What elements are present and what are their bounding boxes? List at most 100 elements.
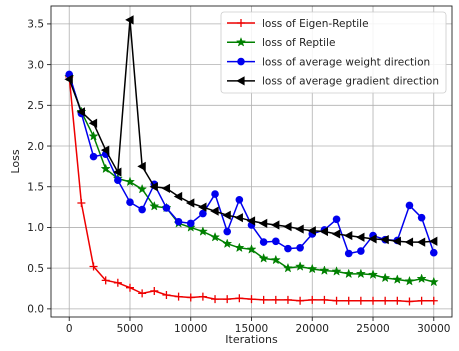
data-point xyxy=(235,36,247,47)
data-point xyxy=(88,118,98,128)
data-point xyxy=(380,235,389,245)
data-point xyxy=(296,296,305,305)
data-point xyxy=(331,266,342,276)
data-point xyxy=(149,200,160,211)
series-star xyxy=(64,71,439,287)
data-point xyxy=(223,295,232,304)
data-point xyxy=(209,231,221,242)
data-point xyxy=(211,190,219,198)
data-point xyxy=(295,261,306,271)
y-axis-label: Loss xyxy=(9,149,22,173)
x-tick-label: 30000 xyxy=(417,323,450,335)
data-point xyxy=(149,182,158,192)
legend: loss of Eigen-Reptile loss of Reptile loss… xyxy=(220,11,447,94)
data-point xyxy=(429,248,438,257)
data-point xyxy=(307,226,316,236)
data-point xyxy=(88,130,99,141)
legend-box xyxy=(220,11,447,94)
data-point xyxy=(100,145,110,155)
data-point xyxy=(295,224,304,234)
data-point xyxy=(343,230,353,241)
y-axis-ticks: 0.0 0.5 1.0 1.5 2.0 2.5 3.0 3.5 xyxy=(27,19,51,316)
data-point xyxy=(429,296,438,305)
data-point xyxy=(89,262,98,271)
data-point xyxy=(113,278,122,287)
x-tick-label: 5000 xyxy=(117,323,144,335)
data-point xyxy=(174,292,183,301)
data-point xyxy=(137,161,146,171)
data-point xyxy=(235,195,244,204)
y-tick-label: 2.0 xyxy=(27,141,44,153)
data-point xyxy=(186,293,195,302)
data-point xyxy=(271,220,280,230)
data-point xyxy=(355,268,366,279)
data-point xyxy=(77,199,86,208)
data-point xyxy=(320,295,329,304)
data-point xyxy=(357,247,365,255)
data-point xyxy=(272,237,280,246)
data-point xyxy=(138,205,146,214)
x-axis-ticks: 0 5000 10000 15000 20000 25000 30000 xyxy=(66,317,450,335)
data-point xyxy=(247,295,256,304)
data-point xyxy=(258,253,269,263)
data-point xyxy=(283,222,292,232)
data-point xyxy=(125,15,134,25)
data-point xyxy=(284,244,292,253)
data-point xyxy=(405,297,414,306)
data-point xyxy=(138,289,147,298)
data-point xyxy=(428,236,438,246)
y-tick-label: 3.0 xyxy=(27,59,44,71)
data-point xyxy=(319,226,329,237)
data-point xyxy=(259,295,268,304)
data-point xyxy=(210,206,219,216)
data-point xyxy=(113,167,122,177)
data-point xyxy=(405,201,414,210)
data-point xyxy=(234,213,243,223)
data-point xyxy=(198,202,207,212)
data-point xyxy=(125,283,134,292)
data-point xyxy=(393,296,402,305)
y-tick-label: 1.5 xyxy=(27,182,44,194)
data-point xyxy=(150,286,159,295)
x-tick-label: 0 xyxy=(66,323,73,335)
data-point xyxy=(246,216,256,226)
data-point xyxy=(162,204,171,212)
data-point xyxy=(296,243,304,252)
data-point xyxy=(173,191,183,202)
x-tick-label: 15000 xyxy=(235,323,268,335)
legend-label: loss of Reptile xyxy=(262,37,335,49)
legend-item: loss of Eigen-Reptile xyxy=(227,18,369,30)
data-point xyxy=(307,263,318,274)
y-tick-label: 0.5 xyxy=(27,263,44,275)
data-point xyxy=(416,273,427,284)
data-point xyxy=(282,262,294,273)
data-point xyxy=(198,292,207,301)
data-point xyxy=(199,209,207,218)
data-point xyxy=(270,254,281,265)
legend-label: loss of average weight direction xyxy=(262,56,430,68)
data-point xyxy=(258,218,268,228)
legend-label: loss of Eigen-Reptile xyxy=(262,18,369,30)
data-point xyxy=(124,176,136,187)
data-point xyxy=(222,238,233,249)
data-point xyxy=(381,296,390,305)
data-point xyxy=(367,269,379,279)
data-point xyxy=(174,217,183,226)
data-point xyxy=(223,227,231,236)
series-triangle-left xyxy=(64,15,438,247)
series-plus xyxy=(65,72,438,306)
data-point xyxy=(344,296,353,305)
data-point xyxy=(344,249,353,258)
data-point xyxy=(114,176,122,185)
data-point xyxy=(416,237,426,247)
data-point xyxy=(89,152,98,161)
x-tick-label: 20000 xyxy=(296,323,329,335)
data-point xyxy=(76,107,85,117)
data-point xyxy=(235,294,244,303)
data-point xyxy=(211,295,220,304)
data-point xyxy=(222,210,231,220)
x-tick-label: 25000 xyxy=(356,323,389,335)
data-point xyxy=(283,295,292,304)
y-tick-label: 2.5 xyxy=(27,100,44,112)
data-point xyxy=(237,57,245,66)
